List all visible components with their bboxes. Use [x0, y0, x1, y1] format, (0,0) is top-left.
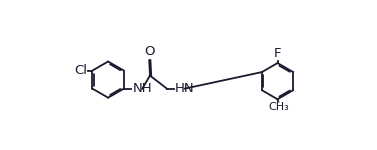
Text: HN: HN: [175, 82, 194, 95]
Text: O: O: [144, 45, 155, 58]
Text: NH: NH: [133, 82, 152, 95]
Text: CH₃: CH₃: [268, 102, 289, 112]
Text: F: F: [274, 47, 281, 60]
Text: Cl: Cl: [74, 64, 87, 77]
